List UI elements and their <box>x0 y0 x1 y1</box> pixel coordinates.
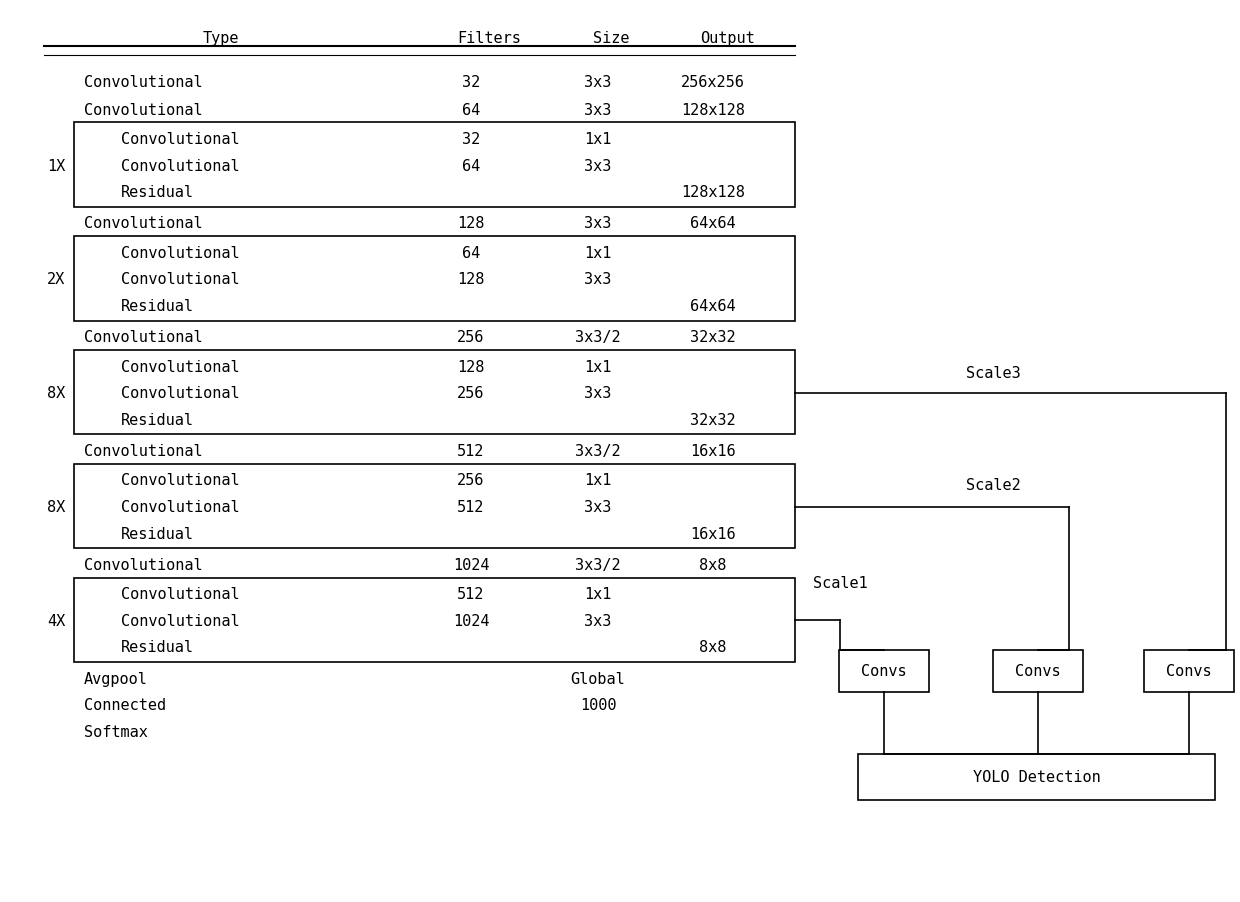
Text: 1x1: 1x1 <box>584 132 611 147</box>
Bar <box>858 754 1215 800</box>
Text: 3x3: 3x3 <box>584 386 611 400</box>
Bar <box>992 650 1083 693</box>
Text: Global: Global <box>570 671 625 686</box>
Text: 32: 32 <box>463 75 480 90</box>
Text: 64: 64 <box>463 159 480 173</box>
Text: 8X: 8X <box>47 386 66 400</box>
Text: 8X: 8X <box>47 500 66 514</box>
Text: Convs: Convs <box>861 664 906 678</box>
Text: Type: Type <box>202 31 239 45</box>
Text: 1024: 1024 <box>453 613 490 628</box>
Text: 128: 128 <box>458 216 485 231</box>
Text: YOLO Detection: YOLO Detection <box>972 769 1100 785</box>
Text: 16x16: 16x16 <box>689 444 735 458</box>
Text: Convolutional: Convolutional <box>120 272 239 287</box>
Bar <box>74 578 795 662</box>
Text: 3x3: 3x3 <box>584 613 611 628</box>
Text: Scale1: Scale1 <box>813 575 868 590</box>
Text: Convolutional: Convolutional <box>120 586 239 602</box>
Text: 64: 64 <box>463 103 480 117</box>
Text: 1X: 1X <box>47 159 66 173</box>
Text: Scale2: Scale2 <box>966 477 1021 492</box>
Text: 64: 64 <box>463 245 480 261</box>
Text: Softmax: Softmax <box>84 724 148 739</box>
Text: Convolutional: Convolutional <box>84 557 202 572</box>
Text: Residual: Residual <box>120 185 193 200</box>
Text: 64x64: 64x64 <box>689 299 735 314</box>
Text: Filters: Filters <box>458 31 521 45</box>
Text: 32x32: 32x32 <box>689 330 735 345</box>
Text: 2X: 2X <box>47 272 66 287</box>
Text: 3x3/2: 3x3/2 <box>575 444 621 458</box>
Text: 3x3: 3x3 <box>584 75 611 90</box>
Text: Convolutional: Convolutional <box>120 500 239 514</box>
Text: 1x1: 1x1 <box>584 245 611 261</box>
Bar <box>74 351 795 435</box>
Text: 256x256: 256x256 <box>681 75 745 90</box>
Text: 32: 32 <box>463 132 480 147</box>
Text: 16x16: 16x16 <box>689 526 735 541</box>
Text: 4X: 4X <box>47 613 66 628</box>
Text: Convolutional: Convolutional <box>120 473 239 488</box>
Text: Connected: Connected <box>84 697 166 713</box>
Text: Convs: Convs <box>1167 664 1211 678</box>
Text: 1000: 1000 <box>580 697 616 713</box>
Text: 1x1: 1x1 <box>584 586 611 602</box>
Text: Convolutional: Convolutional <box>120 159 239 173</box>
Text: Convolutional: Convolutional <box>84 216 202 231</box>
Bar <box>74 237 795 321</box>
Text: Output: Output <box>701 31 755 45</box>
Text: 3x3: 3x3 <box>584 159 611 173</box>
Text: Convolutional: Convolutional <box>120 359 239 374</box>
Text: 256: 256 <box>458 330 485 345</box>
Text: Convolutional: Convolutional <box>84 75 202 90</box>
Text: Convolutional: Convolutional <box>120 132 239 147</box>
Bar <box>838 650 929 693</box>
Text: 3x3: 3x3 <box>584 103 611 117</box>
Text: 512: 512 <box>458 586 485 602</box>
Text: Residual: Residual <box>120 299 193 314</box>
Text: 8x8: 8x8 <box>699 640 727 655</box>
Text: Convolutional: Convolutional <box>120 245 239 261</box>
Text: 3x3/2: 3x3/2 <box>575 330 621 345</box>
Text: Avgpool: Avgpool <box>84 671 148 686</box>
Text: Scale3: Scale3 <box>966 365 1021 381</box>
Text: 3x3/2: 3x3/2 <box>575 557 621 572</box>
Text: Residual: Residual <box>120 526 193 541</box>
Text: 3x3: 3x3 <box>584 216 611 231</box>
Text: 8x8: 8x8 <box>699 557 727 572</box>
Bar <box>74 465 795 548</box>
Bar <box>74 124 795 207</box>
Text: Convolutional: Convolutional <box>120 386 239 400</box>
Text: 3x3: 3x3 <box>584 272 611 287</box>
Text: 64x64: 64x64 <box>689 216 735 231</box>
Text: 1x1: 1x1 <box>584 359 611 374</box>
Text: Convs: Convs <box>1014 664 1060 678</box>
Text: Convolutional: Convolutional <box>84 330 202 345</box>
Text: 512: 512 <box>458 500 485 514</box>
Text: Residual: Residual <box>120 640 193 655</box>
Text: Convolutional: Convolutional <box>84 444 202 458</box>
Bar <box>1145 650 1234 693</box>
Text: 256: 256 <box>458 473 485 488</box>
Text: 256: 256 <box>458 386 485 400</box>
Text: 1024: 1024 <box>453 557 490 572</box>
Text: Convolutional: Convolutional <box>84 103 202 117</box>
Text: 512: 512 <box>458 444 485 458</box>
Text: 128x128: 128x128 <box>681 103 745 117</box>
Text: Residual: Residual <box>120 412 193 428</box>
Text: 32x32: 32x32 <box>689 412 735 428</box>
Text: 1x1: 1x1 <box>584 473 611 488</box>
Text: 128: 128 <box>458 359 485 374</box>
Text: Convolutional: Convolutional <box>120 613 239 628</box>
Text: 3x3: 3x3 <box>584 500 611 514</box>
Text: 128x128: 128x128 <box>681 185 745 200</box>
Text: 128: 128 <box>458 272 485 287</box>
Text: Size: Size <box>593 31 630 45</box>
